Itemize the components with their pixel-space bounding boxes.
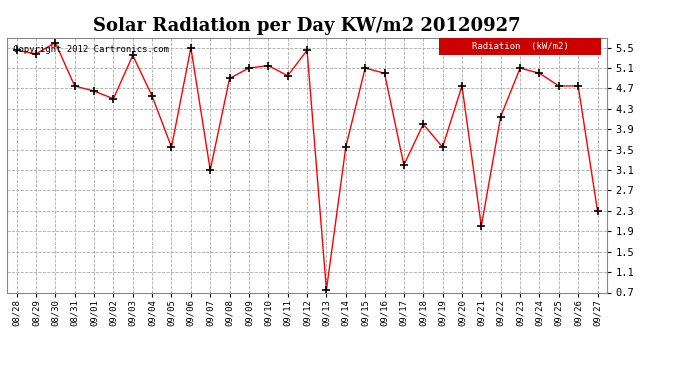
Title: Solar Radiation per Day KW/m2 20120927: Solar Radiation per Day KW/m2 20120927 — [93, 16, 521, 34]
Text: Copyright 2012 Cartronics.com: Copyright 2012 Cartronics.com — [13, 45, 169, 54]
